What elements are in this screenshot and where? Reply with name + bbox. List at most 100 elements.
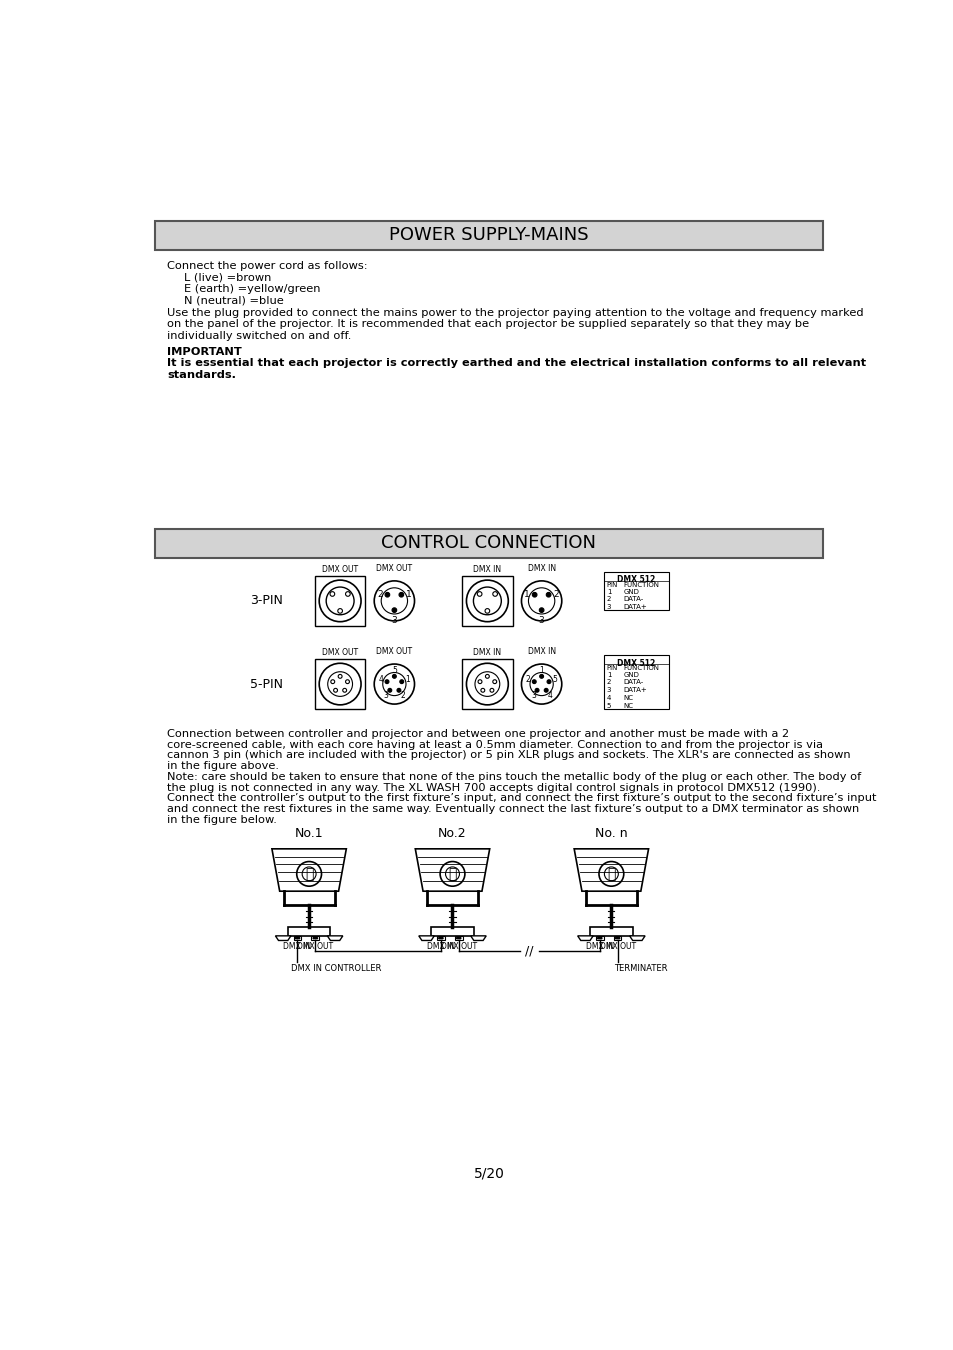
Circle shape (532, 593, 537, 597)
Circle shape (532, 680, 536, 683)
Circle shape (385, 593, 390, 597)
Text: DATA+: DATA+ (623, 687, 647, 693)
Text: DMX OUT: DMX OUT (375, 648, 412, 656)
Text: Connect the power cord as follows:: Connect the power cord as follows: (167, 262, 368, 271)
Text: 4: 4 (547, 691, 552, 699)
Text: 1: 1 (524, 590, 530, 599)
Circle shape (319, 663, 360, 705)
Circle shape (521, 664, 561, 705)
Text: TERMINATER: TERMINATER (614, 964, 667, 972)
Text: 2: 2 (553, 590, 558, 599)
Text: 2: 2 (525, 675, 530, 684)
Text: DMX OUT: DMX OUT (598, 942, 635, 950)
Text: 3: 3 (606, 603, 611, 610)
Circle shape (539, 675, 543, 678)
Text: 3-PIN: 3-PIN (250, 594, 283, 608)
Text: IMPORTANT: IMPORTANT (167, 347, 242, 356)
Bar (288, 926, 330, 936)
Text: DATA+: DATA+ (623, 603, 647, 610)
Text: 1: 1 (606, 589, 611, 594)
Circle shape (374, 664, 415, 705)
Circle shape (319, 580, 360, 622)
Text: 1: 1 (405, 675, 410, 684)
Text: 4: 4 (606, 695, 611, 701)
Text: DMX OUT: DMX OUT (375, 564, 412, 574)
Circle shape (493, 680, 497, 683)
Circle shape (477, 680, 481, 683)
Text: No.1: No.1 (294, 826, 323, 840)
Circle shape (388, 688, 392, 693)
Circle shape (374, 580, 415, 621)
Circle shape (546, 593, 550, 597)
Text: NC: NC (623, 702, 633, 709)
Text: 1: 1 (606, 672, 611, 678)
Bar (613, 936, 620, 941)
Text: CONTROL CONNECTION: CONTROL CONNECTION (381, 535, 596, 552)
Circle shape (345, 591, 350, 597)
Circle shape (528, 587, 555, 614)
Circle shape (337, 675, 342, 678)
Text: DMX OUT: DMX OUT (297, 942, 333, 950)
Text: N (neutral) =blue: N (neutral) =blue (184, 296, 284, 306)
Circle shape (328, 672, 353, 697)
Bar (431, 926, 474, 936)
Text: on the panel of the projector. It is recommended that each projector be supplied: on the panel of the projector. It is rec… (167, 319, 808, 329)
Text: 2: 2 (399, 691, 404, 699)
Text: Connection between controller and projector and between one projector and anothe: Connection between controller and projec… (167, 729, 788, 738)
Text: 2: 2 (376, 590, 382, 599)
Circle shape (476, 591, 481, 597)
Text: PIN: PIN (606, 582, 618, 587)
Text: 3: 3 (531, 691, 536, 699)
Circle shape (396, 688, 400, 693)
Polygon shape (272, 849, 346, 891)
Circle shape (330, 591, 335, 597)
Text: 2: 2 (606, 679, 611, 686)
Text: PIN: PIN (606, 664, 618, 671)
Text: GND: GND (623, 672, 639, 678)
Circle shape (604, 867, 618, 880)
Circle shape (473, 587, 500, 614)
Circle shape (334, 688, 337, 693)
Circle shape (381, 587, 407, 614)
Polygon shape (275, 936, 291, 941)
Bar (603, 655, 668, 709)
Text: cannon 3 pin (which are included with the projector) or 5 pin XLR plugs and sock: cannon 3 pin (which are included with th… (167, 751, 850, 760)
Text: 5: 5 (392, 666, 396, 675)
Text: Use the plug provided to connect the mains power to the projector paying attenti: Use the plug provided to connect the mai… (167, 308, 863, 317)
Bar (596, 936, 603, 941)
Text: DATA-: DATA- (623, 597, 643, 602)
Bar (294, 936, 301, 941)
Text: No. n: No. n (595, 826, 627, 840)
Circle shape (521, 580, 561, 621)
Text: //: // (524, 945, 533, 957)
Text: DMX OUT: DMX OUT (440, 942, 476, 950)
Text: DMX IN: DMX IN (527, 564, 555, 574)
Circle shape (480, 688, 484, 693)
Bar (461, 659, 512, 709)
Polygon shape (629, 936, 644, 941)
Text: DMX IN: DMX IN (585, 942, 613, 950)
Text: 5: 5 (552, 675, 557, 684)
Circle shape (296, 861, 321, 886)
Circle shape (530, 672, 553, 695)
Circle shape (392, 608, 396, 613)
Polygon shape (415, 849, 489, 891)
Text: DMX IN: DMX IN (426, 942, 455, 950)
Bar (311, 936, 319, 941)
Circle shape (546, 680, 550, 683)
Circle shape (598, 861, 623, 886)
Circle shape (535, 688, 538, 693)
Text: standards.: standards. (167, 370, 236, 379)
Circle shape (337, 609, 342, 613)
Text: 5: 5 (606, 702, 611, 709)
Text: Note: care should be taken to ensure that none of the pins touch the metallic bo: Note: care should be taken to ensure tha… (167, 772, 861, 782)
Text: FUNCTION: FUNCTION (623, 664, 659, 671)
Text: in the figure above.: in the figure above. (167, 761, 279, 771)
Bar (314, 576, 365, 626)
Text: GND: GND (623, 589, 639, 594)
Text: DATA-: DATA- (623, 679, 643, 686)
Text: and connect the rest fixtures in the same way. Eventually connect the last fixtu: and connect the rest fixtures in the sam… (167, 805, 859, 814)
Circle shape (302, 867, 315, 880)
Bar (314, 659, 365, 709)
Circle shape (543, 688, 548, 693)
